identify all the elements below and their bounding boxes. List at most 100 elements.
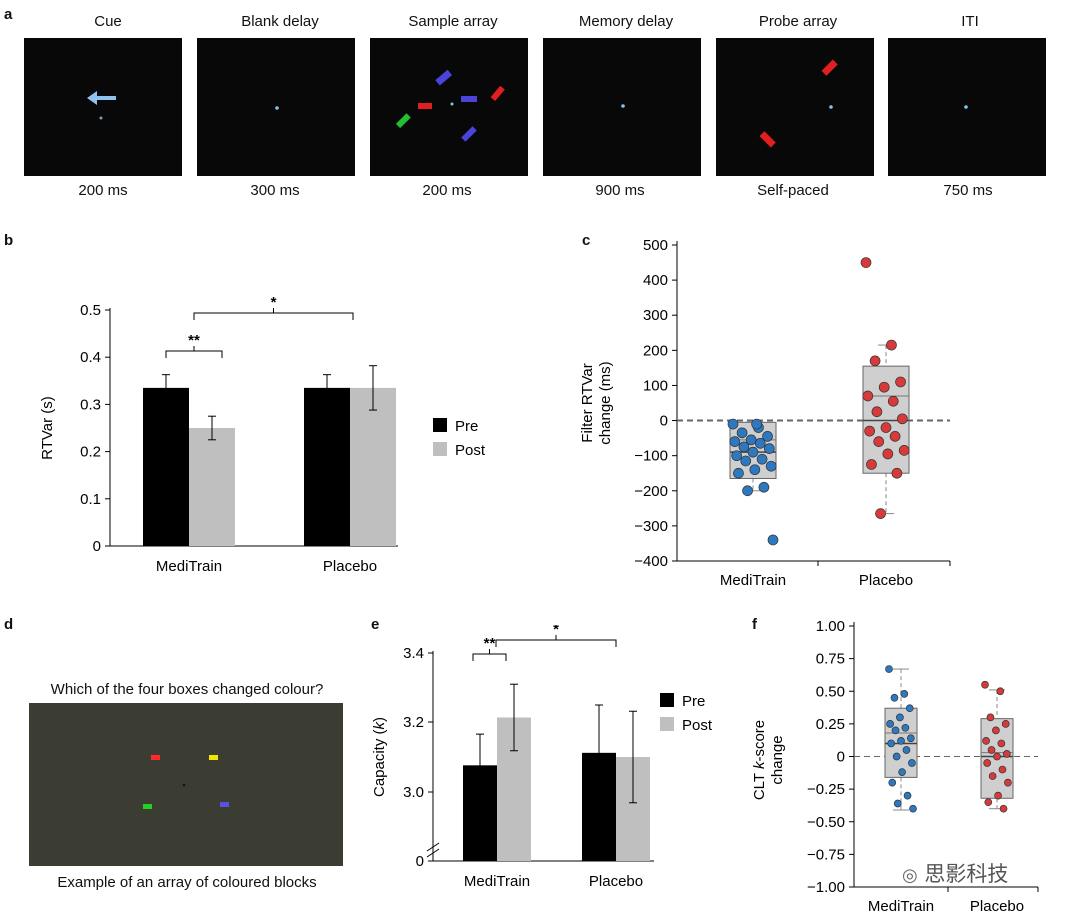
data-point [764, 443, 775, 454]
significance-bracket [495, 635, 617, 647]
data-point [895, 376, 906, 388]
x-tick-label: MediTrain [720, 572, 786, 589]
frame-duration-cue: 200 ms [78, 182, 128, 199]
chart-c-filter-rtvar: 500 400 300 200 100 0 −100 −200 −300 −400 MediTrai… [579, 237, 951, 589]
data-point [905, 704, 914, 713]
data-point [984, 798, 993, 807]
panel-d-caption: Example of an array of coloured blocks [57, 874, 317, 891]
block-red [151, 755, 160, 760]
significance-marker: ** [188, 332, 200, 349]
y-tick-label: 3.0 [403, 784, 424, 801]
stimulus-frame-blank-delay [197, 38, 355, 176]
significance-bracket [472, 649, 507, 661]
y-tick-label: 0.5 [80, 302, 101, 319]
data-point [747, 446, 759, 458]
legend-swatch-pre [433, 418, 447, 432]
data-point [765, 460, 777, 472]
data-point [727, 418, 739, 430]
data-point [993, 752, 1001, 761]
bar-pre-placebo [304, 387, 350, 546]
data-point [1004, 778, 1012, 787]
data-point [885, 665, 893, 673]
data-point [982, 736, 990, 745]
data-point [983, 759, 992, 767]
frame-duration-sample-array: 200 ms [422, 182, 472, 199]
frame-title-probe-array: Probe array [758, 13, 838, 30]
legend-label-pre: Pre [455, 418, 478, 435]
legend-swatch-post [433, 442, 447, 456]
x-tick-label: MediTrain [868, 898, 934, 915]
data-point [902, 746, 911, 754]
y-tick-label: −0.25 [807, 781, 845, 798]
y-tick-label: −400 [634, 553, 668, 570]
watermark: ◎ 思影科技 [902, 862, 1009, 886]
y-tick-label: −100 [634, 448, 668, 465]
data-point [871, 406, 883, 418]
data-point [887, 395, 899, 407]
y-tick-label: 1.00 [816, 618, 845, 635]
x-tick-label: MediTrain [156, 558, 222, 575]
data-point [987, 746, 996, 754]
data-point [896, 713, 904, 722]
data-point [908, 759, 916, 767]
data-point [891, 726, 900, 735]
panel-label-e: e [371, 616, 380, 633]
data-point [754, 438, 766, 449]
y-axis-title: RTVar (s) [39, 396, 56, 460]
y-tick-label: 0 [837, 749, 845, 766]
data-point [986, 713, 995, 722]
y-tick-label: 200 [643, 342, 668, 359]
y-tick-label: 0 [660, 413, 668, 430]
chart-f-clt-kscore: 1.00 0.75 0.50 0.25 0 −0.25 −0.50 −0.75 −1.00 Med… [751, 618, 1039, 915]
y-tick-label: 0.3 [80, 396, 101, 413]
data-point [1002, 750, 1011, 758]
x-tick-label: Placebo [859, 572, 913, 589]
y-axis-title-line1: Filter RTVar [579, 363, 596, 442]
data-point [751, 418, 762, 430]
data-point [731, 450, 742, 462]
y-axis-title-line1: CLT k-score [751, 720, 768, 800]
y-tick-label: 500 [643, 237, 668, 254]
data-point [900, 690, 909, 698]
data-point [729, 436, 741, 447]
colour-array-display [29, 703, 343, 866]
data-point [740, 455, 752, 467]
significance-marker: * [553, 625, 559, 638]
data-point [862, 390, 874, 402]
data-point [887, 739, 896, 748]
y-tick-label: −200 [634, 483, 668, 500]
y-tick-label: −0.75 [807, 846, 845, 863]
data-point [893, 799, 902, 808]
significance-marker: * [271, 294, 277, 311]
data-point [873, 436, 885, 447]
data-point [756, 453, 768, 465]
data-point [999, 804, 1008, 813]
data-point [880, 422, 892, 433]
legend-swatch-post [660, 717, 674, 731]
fixation-dot [275, 106, 279, 110]
data-point [906, 734, 915, 743]
data-point [749, 464, 761, 476]
data-point [767, 534, 779, 546]
y-tick-label: 0.25 [816, 716, 845, 733]
data-point [897, 736, 905, 745]
panel-d-question: Which of the four boxes changed colour? [50, 681, 324, 698]
data-point [866, 459, 877, 470]
fixation-dot [182, 783, 186, 787]
stimulus-frame-sample-array [370, 38, 528, 176]
legend-label-post: Post [455, 442, 486, 459]
data-point [878, 381, 890, 393]
data-point [897, 413, 908, 425]
frame-title-iti: ITI [961, 13, 979, 30]
data-point [1001, 720, 1010, 728]
data-point [869, 355, 881, 367]
y-axis-title: Capacity (k) [371, 717, 388, 797]
panel-label-b: b [4, 232, 14, 249]
legend-label-pre: Pre [682, 693, 705, 710]
data-point [742, 485, 753, 497]
data-point [762, 431, 773, 442]
frame-title-sample-array: Sample array [408, 13, 498, 30]
frame-title-blank-delay: Blank delay [241, 13, 319, 30]
legend-label-post: Post [682, 717, 713, 734]
stimulus-frame-memory-delay [543, 38, 701, 176]
